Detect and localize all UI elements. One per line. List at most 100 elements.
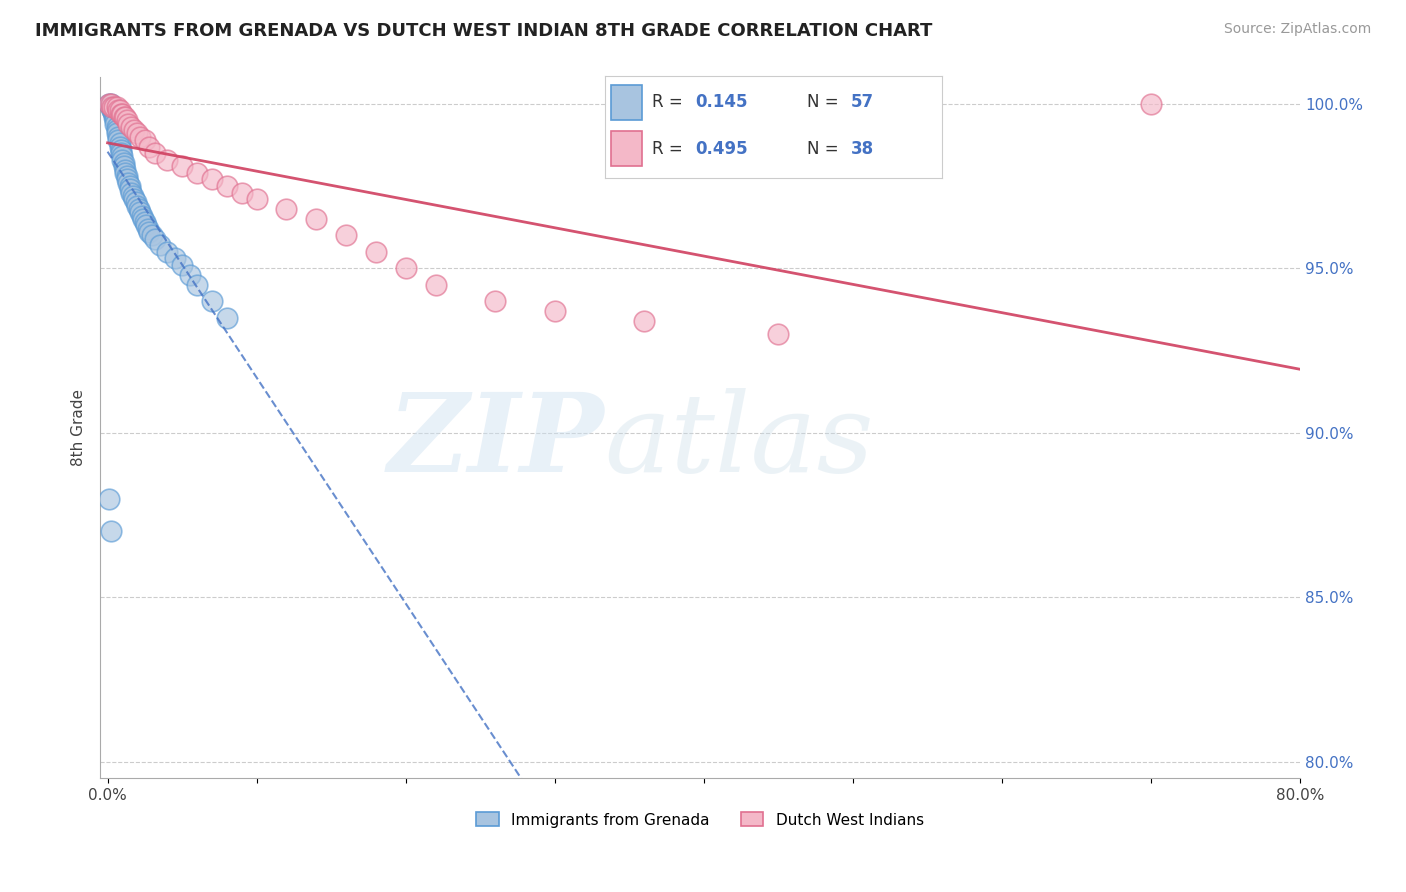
Legend: Immigrants from Grenada, Dutch West Indians: Immigrants from Grenada, Dutch West Indi… [470,806,929,834]
Point [172,159,194,173]
Point [98,96,121,111]
Point [136,221,159,235]
Point [128,202,150,216]
Point [110,143,132,157]
Bar [612,85,641,120]
Point [115,169,138,183]
Point [143,146,166,161]
Point [135,219,157,233]
Point [156,244,179,259]
Bar [612,131,641,166]
Point [633,314,655,328]
Point [125,195,148,210]
Point [104,110,127,124]
Point [395,261,418,276]
Point [100,100,122,114]
Text: N =: N = [807,140,844,158]
Point [132,211,155,226]
Point [231,186,253,200]
Point [115,113,138,128]
Point [107,133,129,147]
Point [104,116,127,130]
Point [134,215,156,229]
Text: IMMIGRANTS FROM GRENADA VS DUTCH WEST INDIAN 8TH GRADE CORRELATION CHART: IMMIGRANTS FROM GRENADA VS DUTCH WEST IN… [35,22,932,40]
Point [124,123,146,137]
Point [114,162,136,177]
Point [112,159,135,173]
Text: atlas: atlas [605,388,873,496]
Point [1140,96,1163,111]
Point [115,172,138,186]
Point [120,186,142,200]
Text: Source: ZipAtlas.com: Source: ZipAtlas.com [1223,22,1371,37]
Point [105,100,128,114]
Text: 0.145: 0.145 [696,94,748,112]
Point [215,179,238,194]
Text: 57: 57 [851,94,875,112]
Point [108,139,131,153]
Point [103,100,125,114]
Point [101,100,124,114]
Point [108,136,131,151]
Y-axis label: 8th Grade: 8th Grade [72,389,86,467]
Point [111,149,134,163]
Point [118,179,141,194]
Point [138,139,160,153]
Point [122,189,145,203]
Point [305,211,328,226]
Text: 0.495: 0.495 [696,140,748,158]
Point [103,106,125,120]
Point [201,294,224,309]
Point [105,123,128,137]
Point [179,268,201,282]
Point [425,277,447,292]
Point [186,277,208,292]
Text: R =: R = [652,140,688,158]
Point [544,304,567,318]
Point [112,156,135,170]
Point [120,120,142,134]
Point [103,106,125,120]
Point [129,205,152,219]
Point [100,524,122,539]
Point [101,103,124,118]
Point [335,228,357,243]
Point [484,294,506,309]
Point [186,166,208,180]
Point [103,110,125,124]
Point [276,202,298,216]
Point [107,129,129,144]
Point [127,127,149,141]
Point [114,166,136,180]
Point [201,172,224,186]
Point [138,225,160,239]
Point [104,113,127,128]
Point [112,110,135,124]
Point [143,232,166,246]
Point [163,252,186,266]
Text: 38: 38 [851,140,875,158]
Point [110,146,132,161]
Point [108,103,131,118]
Point [111,153,134,167]
Point [215,310,238,325]
Point [105,127,128,141]
Point [117,176,139,190]
Point [98,96,121,111]
Point [107,103,129,118]
Point [101,103,124,118]
Point [364,244,387,259]
Point [127,199,149,213]
Text: R =: R = [652,94,688,112]
Point [156,153,179,167]
Point [131,209,153,223]
Point [149,238,172,252]
Point [118,182,141,196]
Point [172,258,194,272]
Text: ZIP: ZIP [388,388,605,496]
Point [134,133,156,147]
Point [111,106,134,120]
Point [768,327,790,342]
Point [117,116,139,130]
Point [141,228,163,243]
